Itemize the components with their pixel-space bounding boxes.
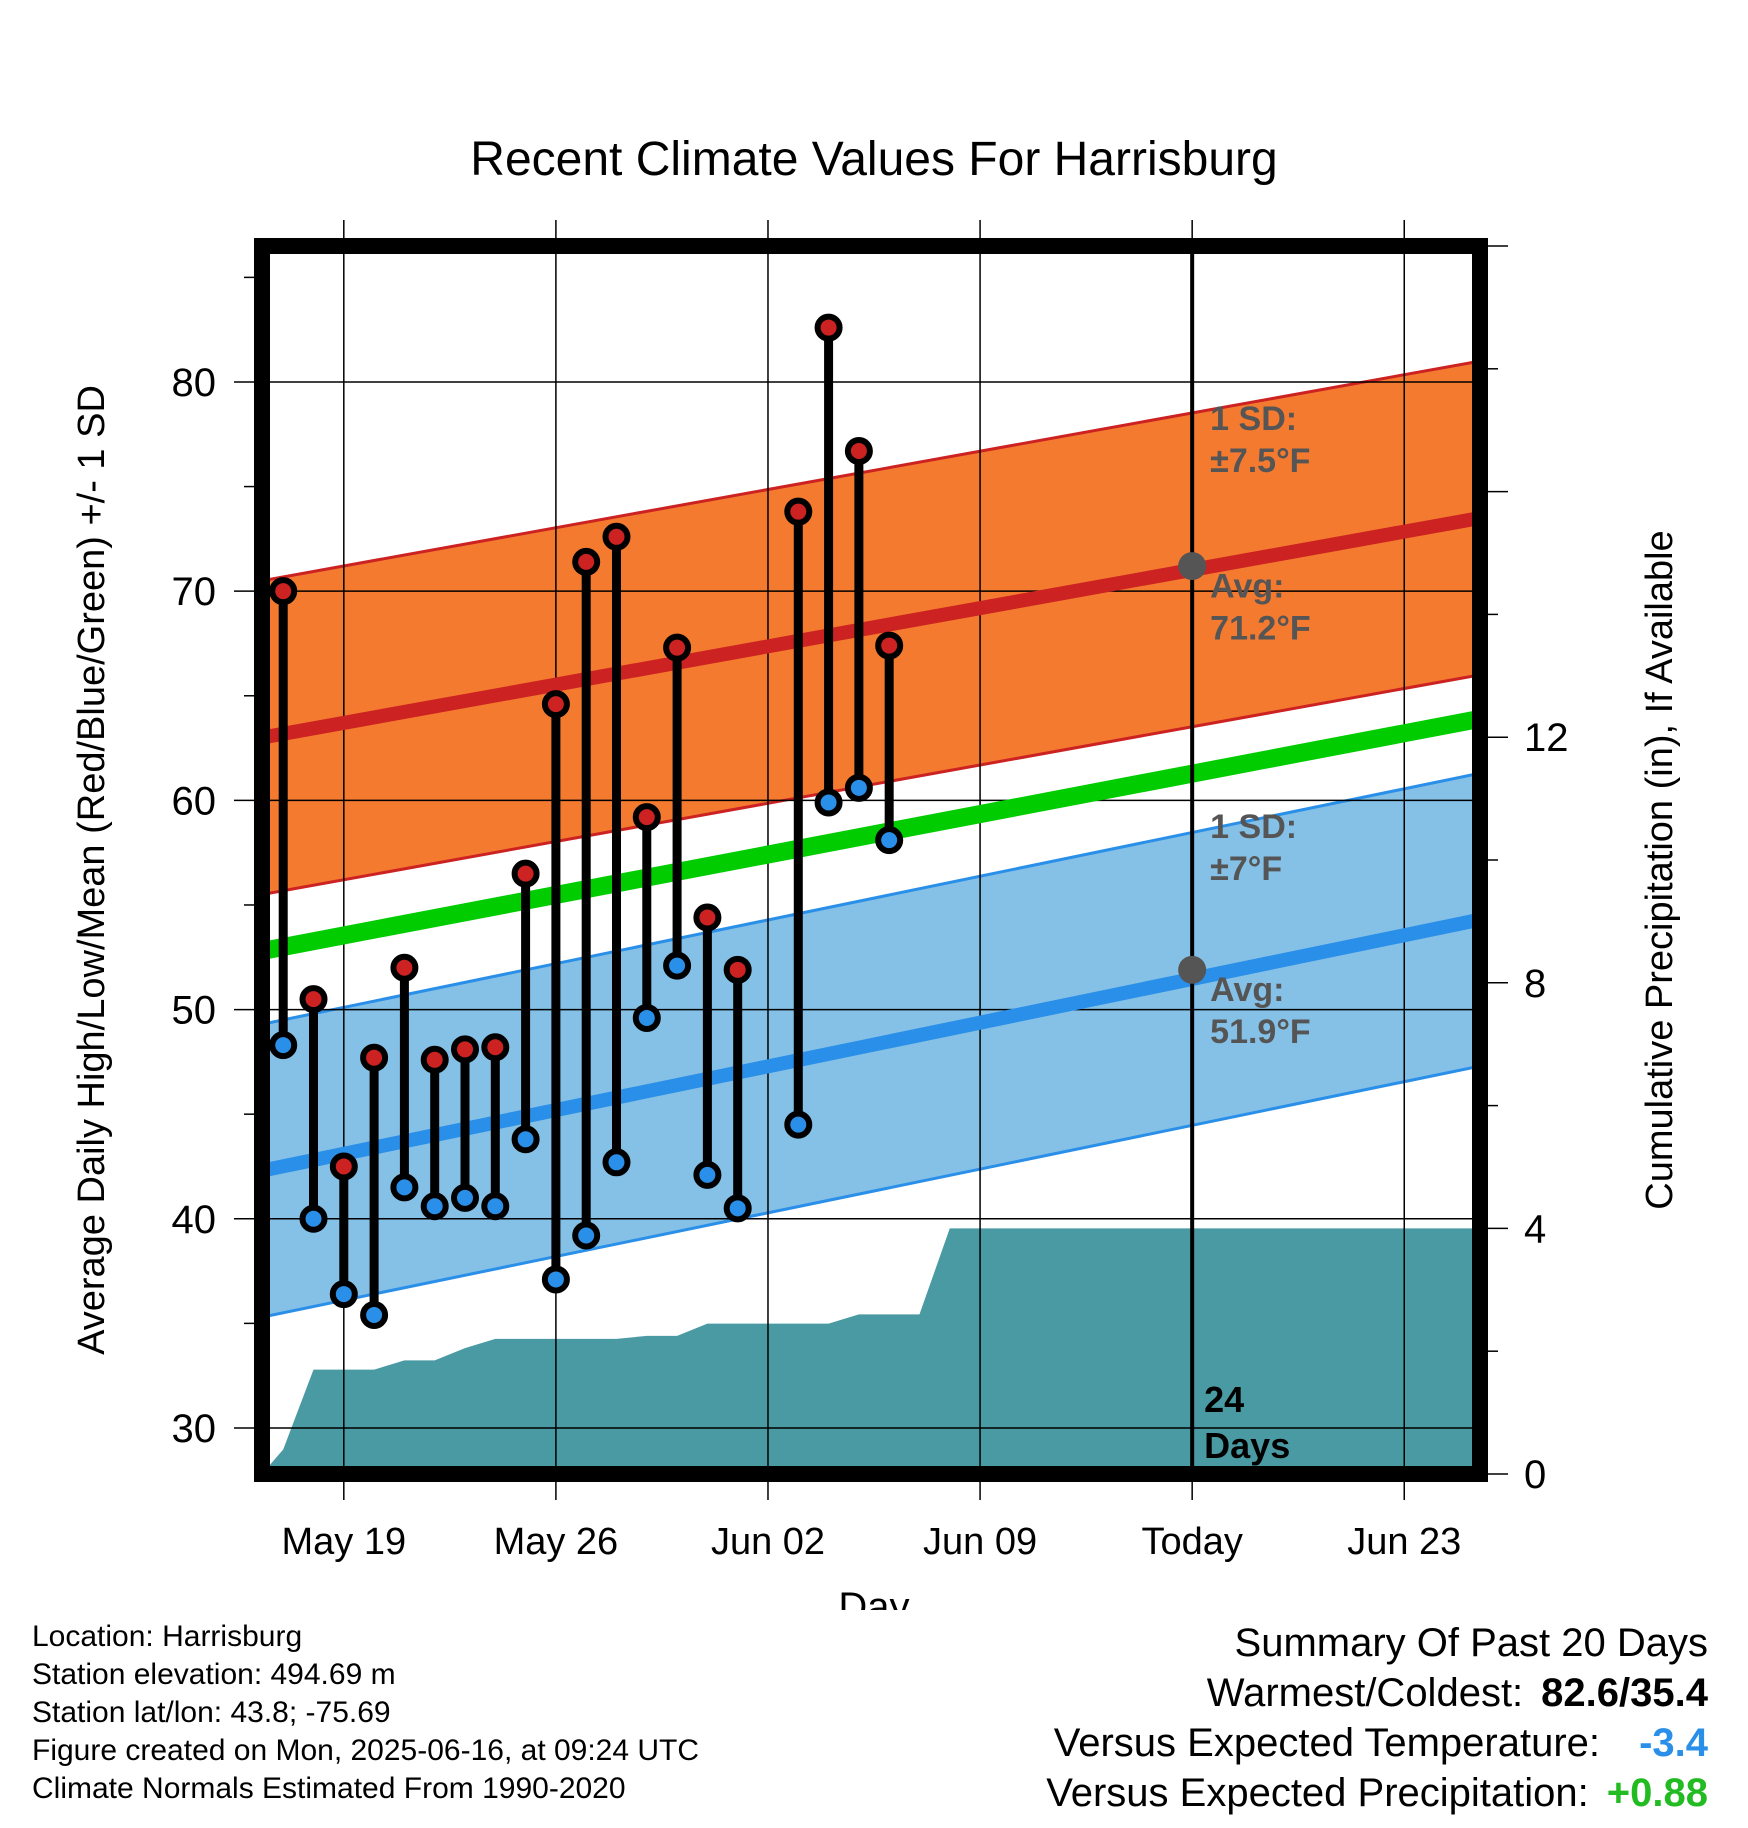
daily-low-point bbox=[481, 1192, 510, 1221]
daily-high-point bbox=[299, 985, 328, 1014]
y2-tick-label: 4 bbox=[1524, 1207, 1546, 1251]
daily-low-point bbox=[360, 1301, 389, 1330]
daily-low-point bbox=[511, 1125, 540, 1154]
plot-frame bbox=[254, 238, 1488, 1482]
daily-high-point bbox=[602, 522, 631, 551]
plot-area: 1 SD: ±7.5°F Avg: 71.2°F 1 SD: ±7°F Avg: 51.9°F… bbox=[172, 220, 1569, 1563]
high-sd-upper-edge bbox=[262, 359, 1480, 583]
daily-high-point bbox=[420, 1045, 449, 1074]
daily-high-point bbox=[541, 690, 570, 719]
daily-low-point bbox=[329, 1280, 358, 1309]
low-sd-label-line-2: ±7°F bbox=[1210, 850, 1282, 888]
high-sd-label-line-1: 1 SD: bbox=[1210, 400, 1297, 438]
daily-low-point bbox=[269, 1031, 298, 1060]
today-avg-high-marker bbox=[1178, 552, 1207, 581]
daily-high-point bbox=[663, 633, 692, 662]
daily-low-point bbox=[602, 1148, 631, 1177]
latlon-text: Station lat/lon: 43.8; -75.69 bbox=[32, 1696, 391, 1729]
summary-precipitation: Versus Expected Precipitation: +0.88 bbox=[1046, 1768, 1708, 1818]
y2-tick-label: 0 bbox=[1524, 1453, 1546, 1497]
daily-high-point bbox=[572, 547, 601, 576]
low-sd-label-line-1: 1 SD: bbox=[1210, 808, 1297, 846]
high-avg-label-line-2: 71.2°F bbox=[1210, 609, 1311, 647]
x-tick-label: Jun 09 bbox=[923, 1521, 1037, 1563]
x-axis-label: Day bbox=[838, 1585, 909, 1610]
x-tick-label: Jun 02 bbox=[711, 1521, 825, 1563]
y-tick-label: 30 bbox=[172, 1407, 217, 1451]
daily-low-point bbox=[420, 1192, 449, 1221]
avg-mean-line bbox=[262, 709, 1480, 960]
daily-low-point bbox=[875, 826, 904, 855]
daily-high-point bbox=[451, 1035, 479, 1064]
daily-low-point bbox=[632, 1003, 661, 1032]
x-tick-label: May 19 bbox=[281, 1521, 406, 1563]
warmest-coldest-label: Warmest/Coldest: bbox=[1206, 1671, 1524, 1715]
summary-warmest-coldest: Warmest/Coldest: 82.6/35.4 bbox=[1046, 1668, 1708, 1718]
daily-high-point bbox=[511, 859, 540, 888]
chart-title: Recent Climate Values For Harrisburg bbox=[470, 133, 1277, 186]
precipitation-value: +0.88 bbox=[1606, 1771, 1708, 1815]
daily-high-point bbox=[814, 313, 843, 342]
daily-low-point bbox=[814, 788, 843, 817]
daily-low-point bbox=[693, 1160, 722, 1189]
today-avg-low-marker bbox=[1178, 955, 1207, 984]
daily-low-point bbox=[663, 951, 692, 980]
precipitation-label: Versus Expected Precipitation: bbox=[1046, 1771, 1589, 1815]
daily-low-point bbox=[451, 1183, 479, 1212]
elevation-text: Station elevation: 494.69 m bbox=[32, 1658, 396, 1691]
daily-high-point bbox=[481, 1033, 510, 1062]
y-tick-label: 70 bbox=[172, 570, 217, 614]
daily-low-point bbox=[572, 1221, 601, 1250]
low-avg-label-line-1: Avg: bbox=[1210, 971, 1284, 1009]
summary-title: Summary Of Past 20 Days bbox=[1234, 1621, 1708, 1665]
y2-tick-label: 12 bbox=[1524, 716, 1569, 760]
daily-high-point bbox=[844, 437, 873, 466]
low-sd-lower-edge bbox=[262, 1064, 1480, 1319]
x-tick-label: Jun 23 bbox=[1347, 1521, 1461, 1563]
daily-low-point bbox=[390, 1173, 419, 1202]
high-sd-label-line-2: ±7.5°F bbox=[1210, 442, 1310, 480]
y2-axis-label: Cumulative Precipitation (in), If Availa… bbox=[1639, 530, 1681, 1209]
temperature-label: Versus Expected Temperature: bbox=[1053, 1721, 1600, 1765]
daily-low-point bbox=[844, 773, 873, 802]
daily-high-point bbox=[390, 953, 419, 982]
low-avg-label-line-2: 51.9°F bbox=[1210, 1013, 1311, 1051]
daily-low-point bbox=[784, 1110, 813, 1139]
created-text: Figure created on Mon, 2025-06-16, at 09… bbox=[32, 1734, 700, 1767]
x-tick-label: Today bbox=[1141, 1521, 1242, 1563]
daily-high-point bbox=[329, 1152, 358, 1181]
plot-content bbox=[262, 246, 1480, 1474]
x-tick-label: May 26 bbox=[494, 1521, 619, 1563]
y2-tick-label: 8 bbox=[1524, 962, 1546, 1006]
high-avg-label-line-1: Avg: bbox=[1210, 567, 1284, 605]
daily-low-point bbox=[541, 1265, 570, 1294]
y-axis-label: Average Daily High/Low/Mean (Red/Blue/Gr… bbox=[71, 385, 113, 1355]
normals-text: Climate Normals Estimated From 1990-2020 bbox=[32, 1772, 626, 1805]
daily-high-point bbox=[360, 1043, 389, 1072]
daily-high-point bbox=[723, 955, 752, 984]
low-sd-upper-edge bbox=[262, 771, 1480, 1026]
station-info: Location: Harrisburg Station elevation: … bbox=[32, 1618, 699, 1808]
y-tick-label: 60 bbox=[172, 779, 217, 823]
daily-high-point bbox=[632, 803, 661, 832]
summary-panel: Summary Of Past 20 Days Warmest/Coldest:… bbox=[1046, 1618, 1708, 1818]
daily-high-point bbox=[269, 577, 298, 606]
y-tick-label: 80 bbox=[172, 361, 217, 405]
daily-high-point bbox=[693, 903, 722, 932]
precipitation-area bbox=[262, 1228, 1480, 1474]
temperature-value: -3.4 bbox=[1639, 1721, 1708, 1765]
today-days-label-1: 24 bbox=[1204, 1379, 1244, 1420]
daily-low-point bbox=[299, 1204, 328, 1233]
location-text: Location: Harrisburg bbox=[32, 1620, 303, 1653]
daily-high-point bbox=[784, 497, 813, 526]
y-tick-label: 50 bbox=[172, 989, 217, 1033]
today-days-label-2: Days bbox=[1204, 1425, 1290, 1466]
climate-chart: Recent Climate Values For Harrisburg 1 S… bbox=[71, 133, 1681, 1610]
daily-low-point bbox=[723, 1194, 752, 1223]
warmest-coldest-value: 82.6/35.4 bbox=[1541, 1671, 1708, 1715]
daily-high-point bbox=[875, 631, 904, 660]
summary-temperature: Versus Expected Temperature: -3.4 bbox=[1046, 1718, 1708, 1768]
avg-high-line bbox=[262, 511, 1480, 745]
y-tick-label: 40 bbox=[172, 1198, 217, 1242]
